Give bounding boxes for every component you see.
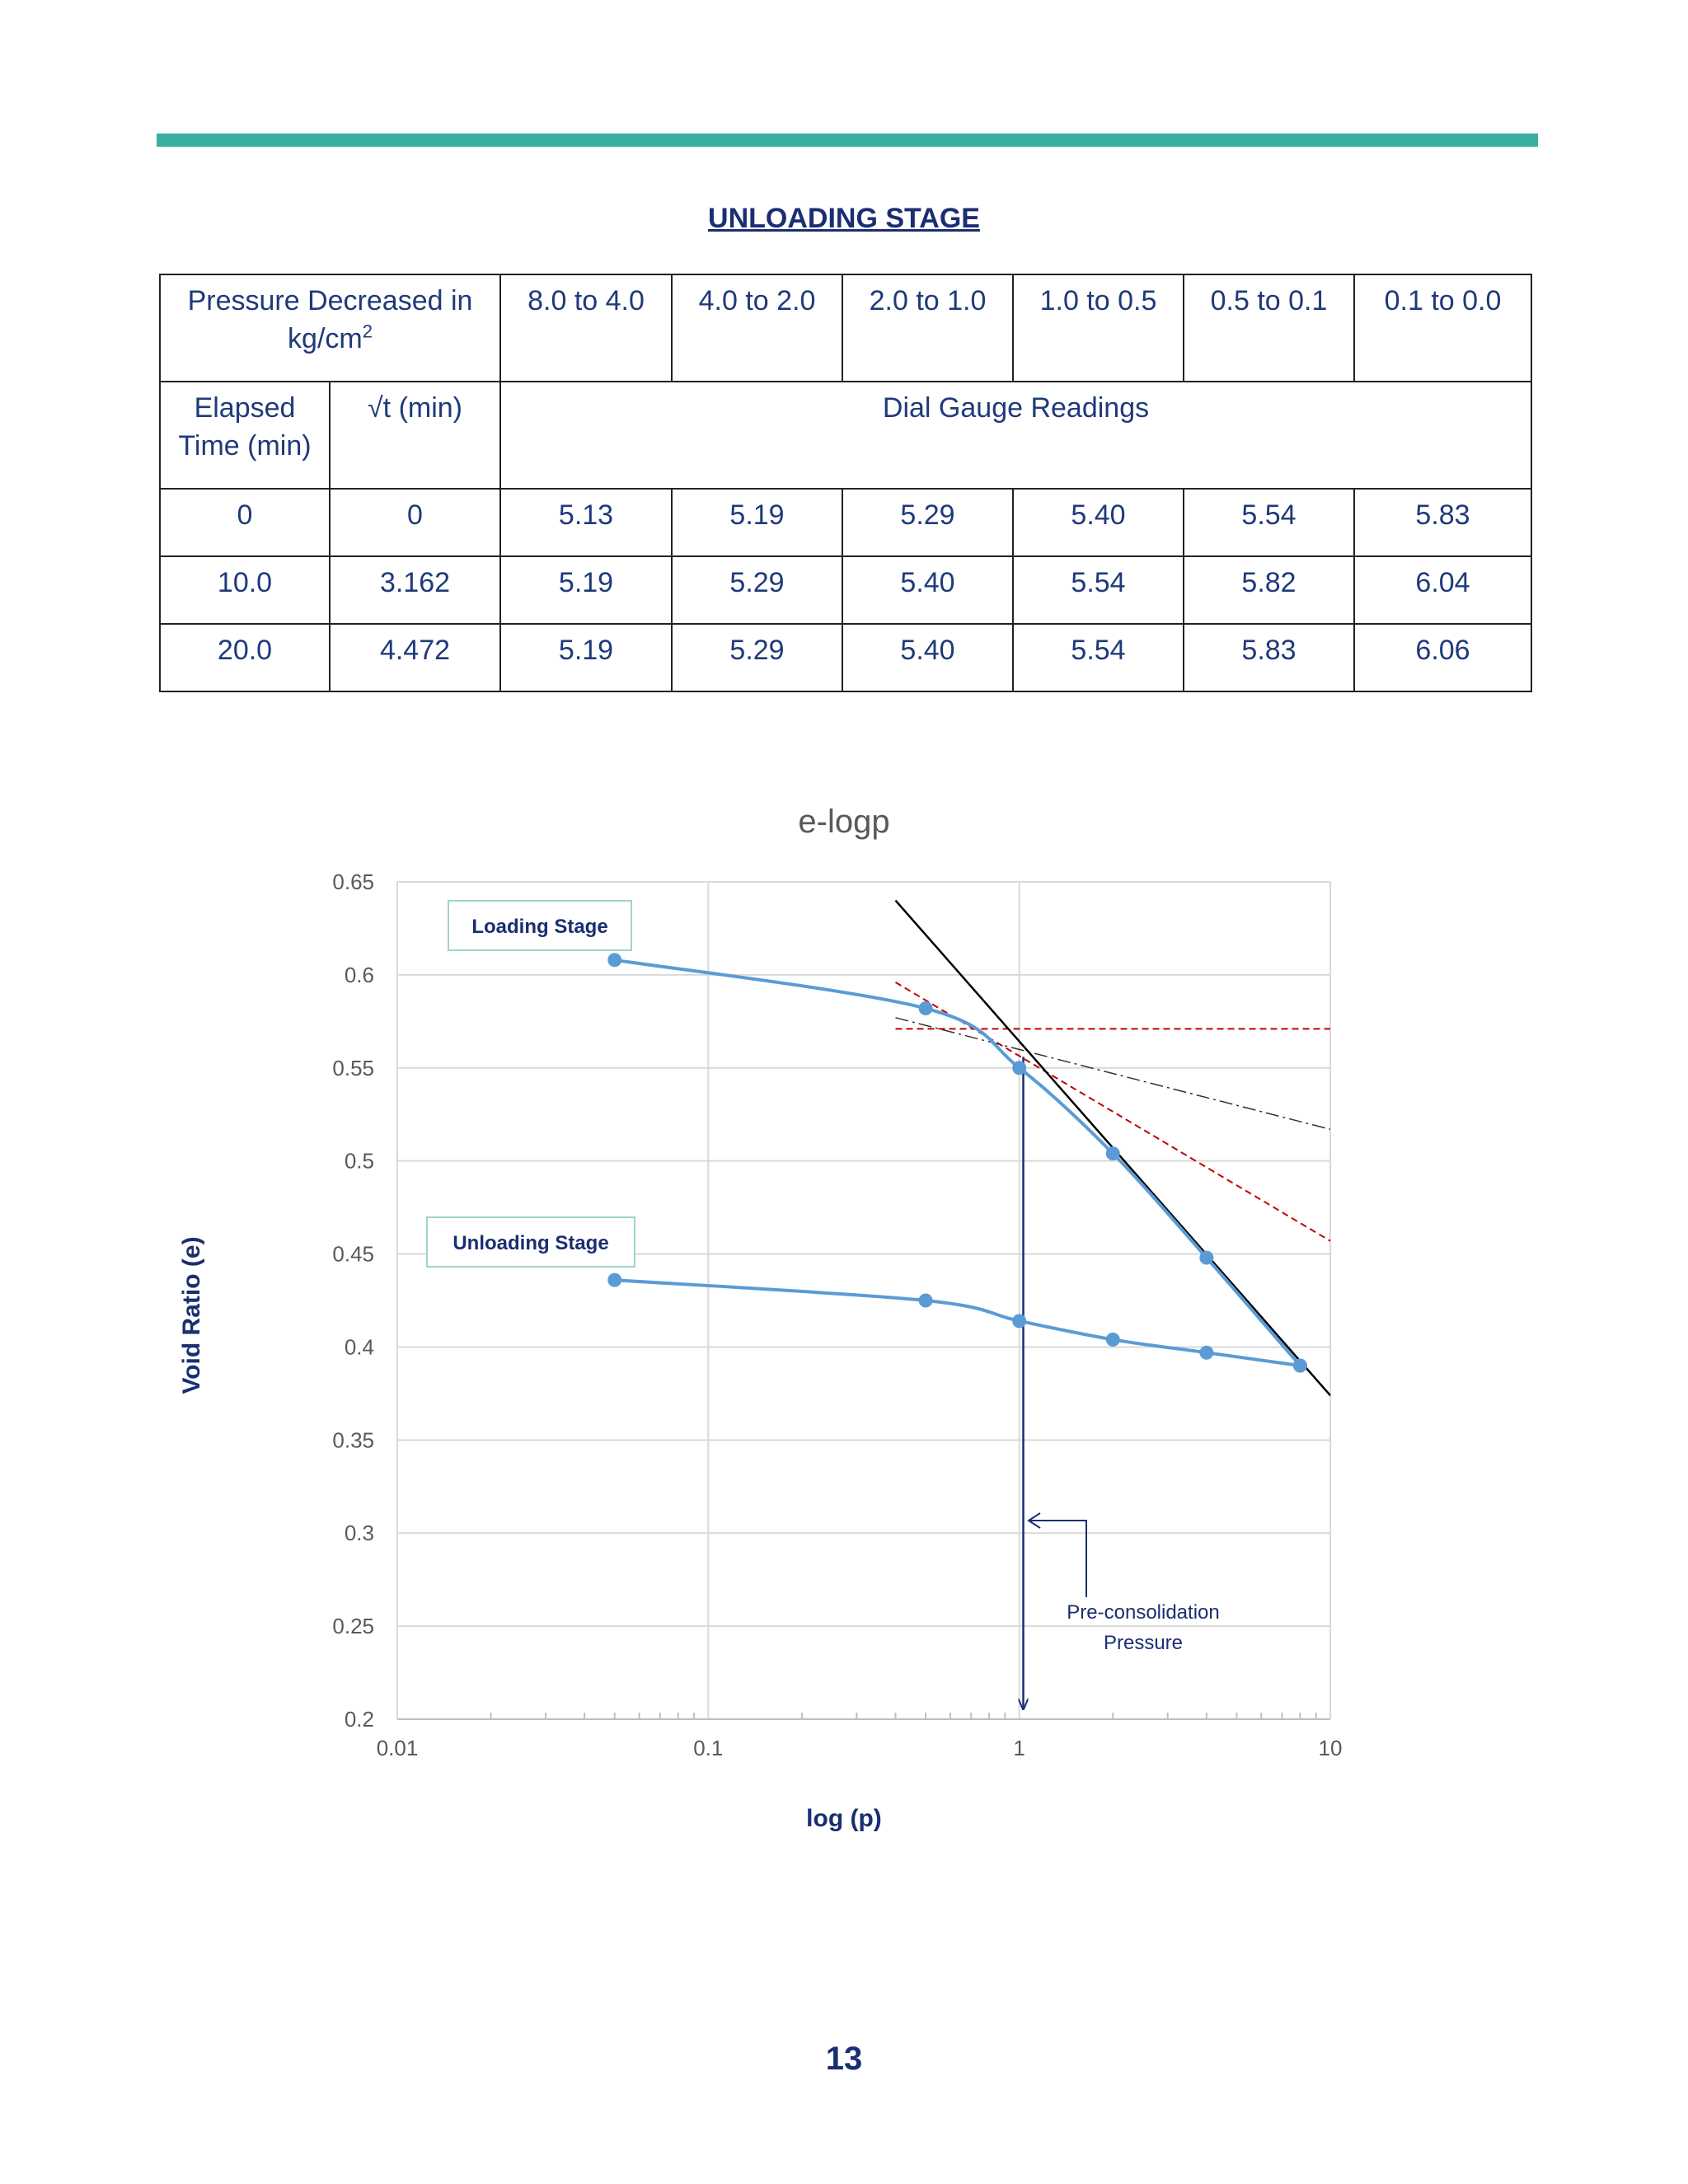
unloading-point bbox=[918, 1293, 933, 1308]
pressure-unit-exponent: 2 bbox=[362, 321, 373, 342]
pressure-range-cell: 0.1 to 0.0 bbox=[1353, 274, 1533, 382]
preconsolidation-text-2: Pressure bbox=[1104, 1632, 1183, 1654]
y-tick-label: 0.25 bbox=[332, 1614, 374, 1638]
y-tick-label: 0.3 bbox=[345, 1521, 374, 1545]
table-subheader-row: Elapsed Time (min) √t (min) Dial Gauge R… bbox=[159, 381, 1533, 490]
sqrt-time-header: √t (min) bbox=[328, 381, 502, 490]
reading-cell: 5.82 bbox=[1183, 555, 1356, 625]
unloading-point bbox=[1199, 1345, 1214, 1360]
y-tick-label: 0.6 bbox=[345, 963, 374, 987]
table-row: 20.0 4.472 5.19 5.29 5.40 5.54 5.83 6.06 bbox=[159, 623, 1533, 692]
y-tick-label: 0.65 bbox=[332, 869, 374, 894]
y-tick-label: 0.45 bbox=[332, 1242, 374, 1267]
unloading-point bbox=[1292, 1358, 1307, 1373]
pressure-range-cell: 1.0 to 0.5 bbox=[1012, 274, 1185, 382]
reading-cell: 5.40 bbox=[1012, 488, 1185, 557]
reading-cell: 6.06 bbox=[1353, 623, 1533, 692]
section-title: UNLOADING STAGE bbox=[708, 203, 980, 234]
pressure-range-cell: 0.5 to 0.1 bbox=[1183, 274, 1356, 382]
reading-cell: 5.19 bbox=[499, 555, 673, 625]
chart-series bbox=[607, 953, 1307, 1373]
preconsolidation-leader bbox=[1030, 1520, 1087, 1597]
sqrt-cell: 3.162 bbox=[328, 555, 502, 625]
x-tick-label: 10 bbox=[1319, 1736, 1343, 1760]
unloading-table: Pressure Decreased in kg/cm2 8.0 to 4.0 … bbox=[158, 274, 1533, 692]
pressure-header-label: Pressure Decreased in kg/cm bbox=[187, 285, 473, 354]
unloading-curve bbox=[614, 1278, 1301, 1368]
y-tick-label: 0.35 bbox=[332, 1427, 374, 1452]
reading-cell: 5.40 bbox=[842, 623, 1015, 692]
reading-cell: 5.54 bbox=[1183, 488, 1356, 557]
loading-point bbox=[1105, 1146, 1120, 1161]
bisector-line bbox=[895, 1017, 1331, 1131]
reading-cell: 5.54 bbox=[1012, 555, 1185, 625]
reading-cell: 6.04 bbox=[1353, 555, 1533, 625]
reading-cell: 5.54 bbox=[1012, 623, 1185, 692]
sqrt-cell: 0 bbox=[328, 488, 502, 557]
loading-point bbox=[607, 953, 622, 968]
reading-cell: 5.19 bbox=[499, 623, 673, 692]
loading-point bbox=[1012, 1061, 1027, 1076]
unloading-stage-label-text: Unloading Stage bbox=[452, 1232, 608, 1254]
y-tick-label: 0.55 bbox=[332, 1056, 374, 1080]
chart-title: e-logp bbox=[798, 804, 889, 840]
x-axis-label: log (p) bbox=[806, 1805, 882, 1832]
sqrt-cell: 4.472 bbox=[328, 623, 502, 692]
loading-point bbox=[918, 1001, 933, 1016]
x-tick-label: 1 bbox=[1013, 1736, 1025, 1760]
y-tick-label: 0.5 bbox=[345, 1149, 374, 1174]
table-row: 10.0 3.162 5.19 5.29 5.40 5.54 5.82 6.04 bbox=[159, 555, 1533, 625]
unloading-point bbox=[607, 1272, 622, 1287]
page-number: 13 bbox=[825, 2041, 863, 2077]
x-tick-label: 0.1 bbox=[693, 1736, 723, 1760]
reading-cell: 5.29 bbox=[671, 623, 844, 692]
unloading-stage-label: Unloading Stage bbox=[426, 1216, 635, 1268]
preconsolidation-text-1: Pre-consolidation bbox=[1067, 1601, 1219, 1624]
pressure-range-cell: 4.0 to 2.0 bbox=[671, 274, 844, 382]
reading-cell: 5.29 bbox=[671, 555, 844, 625]
chart-grid bbox=[396, 881, 1331, 1720]
unloading-point bbox=[1105, 1332, 1120, 1347]
elapsed-time-header: Elapsed Time (min) bbox=[159, 381, 331, 490]
loading-curve bbox=[614, 958, 1301, 1367]
dial-gauge-header: Dial Gauge Readings bbox=[499, 381, 1533, 490]
preconsolidation-arrowhead bbox=[1027, 1512, 1041, 1529]
reading-cell: 5.40 bbox=[842, 555, 1015, 625]
reading-cell: 5.13 bbox=[499, 488, 673, 557]
pressure-range-cell: 8.0 to 4.0 bbox=[499, 274, 673, 382]
elapsed-cell: 0 bbox=[159, 488, 331, 557]
reading-cell: 5.83 bbox=[1183, 623, 1356, 692]
table-row: 0 0 5.13 5.19 5.29 5.40 5.54 5.83 bbox=[159, 488, 1533, 557]
unloading-point bbox=[1012, 1314, 1027, 1329]
loading-point bbox=[1199, 1250, 1214, 1265]
pressure-range-cell: 2.0 to 1.0 bbox=[842, 274, 1015, 382]
y-tick-label: 0.4 bbox=[345, 1334, 374, 1359]
chart-ticks: 0.2 0.25 0.3 0.35 0.4 0.45 0.5 0.55 0.6 0.65 0.01 0… bbox=[332, 869, 1342, 1760]
loading-stage-label: Loading Stage bbox=[448, 900, 632, 951]
reading-cell: 5.29 bbox=[842, 488, 1015, 557]
y-axis-label: Void Ratio (e) bbox=[178, 1236, 205, 1394]
elapsed-cell: 10.0 bbox=[159, 555, 331, 625]
reading-cell: 5.83 bbox=[1353, 488, 1533, 557]
loading-stage-label-text: Loading Stage bbox=[471, 916, 607, 938]
preconsolidation-annotation: Pre-consolidation Pressure bbox=[1027, 1512, 1220, 1654]
reading-cell: 5.19 bbox=[671, 488, 844, 557]
table-header-row: Pressure Decreased in kg/cm2 8.0 to 4.0 … bbox=[158, 274, 1533, 382]
y-tick-label: 0.2 bbox=[345, 1707, 374, 1732]
pressure-header-cell: Pressure Decreased in kg/cm2 bbox=[158, 274, 502, 382]
x-tick-label: 0.01 bbox=[377, 1736, 419, 1760]
elapsed-cell: 20.0 bbox=[159, 623, 331, 692]
tangent-line bbox=[894, 982, 1331, 1242]
header-accent-bar bbox=[157, 134, 1538, 147]
